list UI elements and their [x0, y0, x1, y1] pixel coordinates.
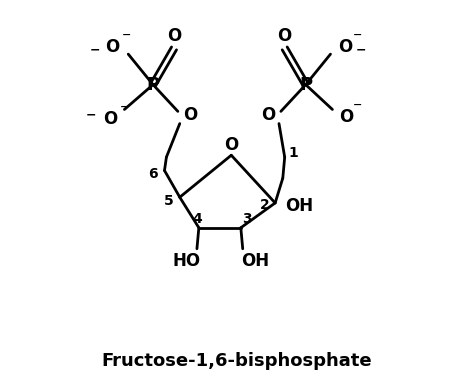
- Text: 4: 4: [192, 212, 202, 226]
- Text: O: O: [183, 106, 198, 124]
- Text: 1: 1: [289, 146, 298, 160]
- Text: OH: OH: [285, 197, 313, 215]
- Text: −: −: [122, 30, 131, 40]
- Text: O: O: [261, 106, 275, 124]
- Text: O: O: [167, 27, 181, 45]
- Text: HO: HO: [173, 252, 201, 270]
- Text: 6: 6: [148, 167, 158, 180]
- Text: P: P: [299, 76, 312, 94]
- Text: −: −: [353, 100, 363, 110]
- Text: O: O: [224, 136, 238, 154]
- Text: 2: 2: [260, 198, 269, 212]
- Text: O: O: [103, 110, 117, 128]
- Text: 5: 5: [164, 194, 173, 208]
- Text: Fructose-1,6-bisphosphate: Fructose-1,6-bisphosphate: [102, 352, 372, 370]
- Text: −: −: [356, 44, 366, 57]
- Text: O: O: [338, 108, 353, 126]
- Text: O: O: [278, 27, 292, 45]
- Text: OH: OH: [241, 252, 269, 270]
- Text: 3: 3: [242, 212, 251, 226]
- Text: P: P: [146, 76, 160, 94]
- Text: O: O: [338, 38, 352, 56]
- Text: O: O: [105, 38, 119, 56]
- Text: −: −: [90, 44, 100, 57]
- Text: −: −: [353, 30, 362, 40]
- Text: −: −: [86, 109, 96, 122]
- Text: −: −: [120, 102, 129, 112]
